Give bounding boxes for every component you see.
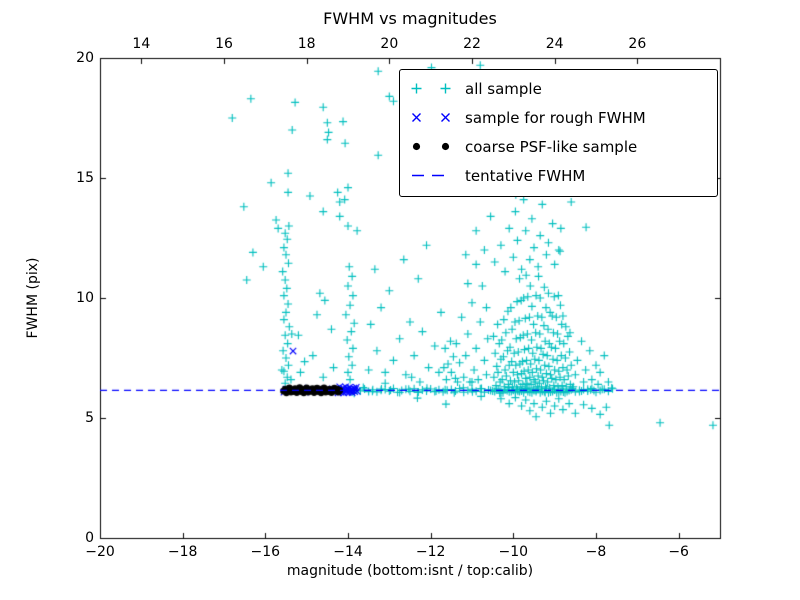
y-tick-label: 5: [85, 410, 94, 426]
top-tick-label: 24: [545, 36, 564, 52]
x-tick-label: −18: [167, 544, 198, 560]
y-axis-label: FWHM (pix): [25, 257, 41, 339]
x-axis-label: magnitude (bottom:isnt / top:calib): [286, 563, 534, 579]
legend: all sample sample for rough FWHM tentati…: [399, 69, 718, 197]
legend-label: sample for rough FWHM: [465, 108, 646, 127]
legend-label: tentative FWHM: [465, 166, 586, 185]
y-tick-label: 0: [85, 530, 94, 546]
top-tick-label: 20: [380, 36, 399, 52]
dash-line-icon: [410, 169, 452, 182]
legend-label: all sample: [465, 79, 542, 98]
top-tick-label: 26: [628, 36, 647, 52]
x-tick-label: −12: [415, 544, 446, 560]
x-tick-label: −8: [585, 544, 607, 560]
x-tick-label: −10: [498, 544, 529, 560]
legend-item-rough-fwhm: sample for rough FWHM: [410, 103, 717, 132]
x-marker-icon: [410, 111, 452, 124]
x-tick-label: −14: [333, 544, 363, 560]
legend-item-tentative-fwhm: tentative FWHM: [410, 161, 717, 190]
plus-marker-icon: [410, 82, 452, 95]
legend-label: coarse PSF-like sample: [465, 137, 638, 156]
dot-marker-icon: [410, 140, 452, 153]
y-tick-label: 10: [76, 290, 94, 306]
y-tick-label: 20: [76, 50, 94, 66]
top-tick-label: 18: [297, 36, 316, 52]
x-tick-label: −6: [668, 544, 689, 560]
top-tick-label: 22: [463, 36, 481, 52]
top-tick-label: 14: [132, 36, 151, 52]
x-tick-label: −20: [85, 544, 115, 560]
chart-title: FWHM vs magnitudes: [323, 9, 497, 28]
y-tick-label: 15: [76, 170, 94, 186]
legend-item-all-sample: all sample: [410, 74, 717, 103]
top-tick-label: 16: [215, 36, 233, 52]
x-tick-label: −16: [250, 544, 281, 560]
legend-item-coarse-psf: tentative FWHM coarse PSF-like sample: [410, 132, 717, 161]
